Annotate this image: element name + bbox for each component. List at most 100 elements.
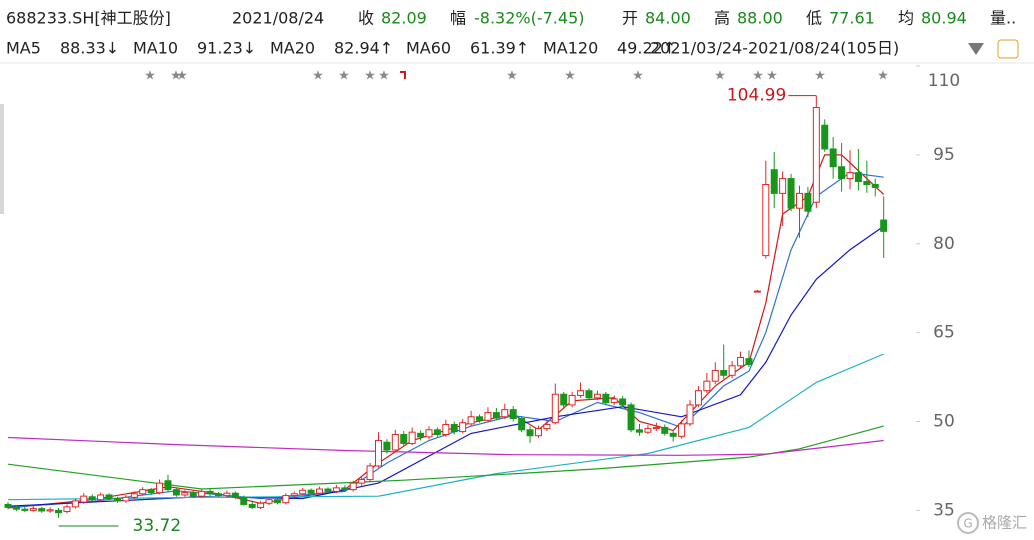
candle-body [467,416,475,425]
label: 幅 [450,9,466,28]
candle-body [636,429,643,433]
candle-body [282,495,290,504]
candle-body [492,412,500,419]
ma-line [7,171,884,508]
candle-body [122,496,130,502]
candle-body [425,429,433,438]
candle-body [164,480,172,491]
candle-body [551,393,559,424]
event-star: ★ [176,69,188,84]
candle-body [686,404,694,425]
label: 量.. [990,9,1016,28]
legend-value: 49.22↑ [617,39,676,58]
y-tick-label: 110 [928,71,960,91]
candle-body [55,509,63,514]
value: 77.61 [829,9,875,28]
candle-body [442,423,450,436]
candle-body [299,489,307,495]
candle-body [652,426,660,430]
candle-body [433,429,441,436]
value: 80.94 [921,9,967,28]
candle-body [29,508,37,511]
candle-body [383,441,391,451]
candle-body [812,106,820,203]
candle-body [560,393,568,406]
label: 开 [622,9,638,28]
event-star: ★ [814,69,826,84]
legend-value: 91.23↓ [197,39,256,58]
candle-body [779,178,787,194]
y-tick-label: 80 [933,234,955,254]
logo-letter: G [963,517,972,531]
candle-body [821,124,829,150]
candle-body [156,482,164,494]
candle-body [526,429,534,437]
candle-body [206,490,214,495]
candle-body [863,181,871,186]
candle-body [181,492,189,496]
candle-body [341,487,349,491]
candle-body [619,398,627,406]
event-flag [400,71,406,79]
dropdown[interactable] [968,43,984,55]
candle-body [172,489,180,496]
candle-body [324,488,332,492]
legend-value: 82.94↑ [334,39,393,58]
candle-body [745,358,753,366]
value: 84.00 [645,9,691,28]
ma-line [7,425,884,490]
candle-body [265,499,273,504]
event-star: ★ [312,69,324,84]
candle-body [644,428,652,433]
legend-value: 61.39↑ [470,39,529,58]
candle-body [105,494,113,500]
legend-name: MA5 [6,39,41,58]
candle-body [63,506,71,513]
candle-body [669,432,677,437]
candle-body [374,439,382,467]
value: 82.09 [381,9,427,28]
label: 高 [714,9,730,28]
candle-body [880,219,888,232]
scroll-edge [0,104,4,214]
candle-body [71,500,79,508]
annotation-label: 104.99 [727,86,786,106]
icon[interactable] [997,39,1019,59]
event-star: ★ [144,69,156,84]
candle-body [762,184,770,257]
ma-line [7,225,885,507]
candle-body [450,423,458,433]
legend-name: MA60 [406,39,451,58]
event-star: ★ [752,69,764,84]
candle-body [829,148,837,168]
y-tick-label: 35 [933,500,955,520]
candle-body [602,393,610,404]
candle-body [332,487,340,492]
range-label: 2021/03/24-2021/08/24(105日) [650,39,899,58]
event-star: ★ [170,69,182,84]
candle-body [854,172,862,183]
candle-body [534,428,542,437]
legend-name: MA10 [133,39,178,58]
candle-body [366,465,374,481]
candle-body [787,178,795,209]
candle-body [703,380,711,392]
candle-body [88,496,96,501]
event-star: ★ [714,69,726,84]
y-tick-label: 65 [933,323,955,343]
event-star: ★ [766,69,778,84]
candle-body [273,499,281,504]
candle-body [711,370,719,382]
event-star: ★ [378,69,390,84]
event-star: ★ [364,69,376,84]
candle-body [248,503,256,508]
candle-body [661,426,669,434]
candle-body [459,422,467,433]
y-tick-label: 95 [933,145,955,165]
candle-body [753,290,761,293]
stock-code: 688233.SH[神工股份] [6,9,171,28]
event-star: ★ [338,69,350,84]
candle-body [12,506,20,510]
candle-body [728,365,736,376]
candle-body [257,502,265,508]
